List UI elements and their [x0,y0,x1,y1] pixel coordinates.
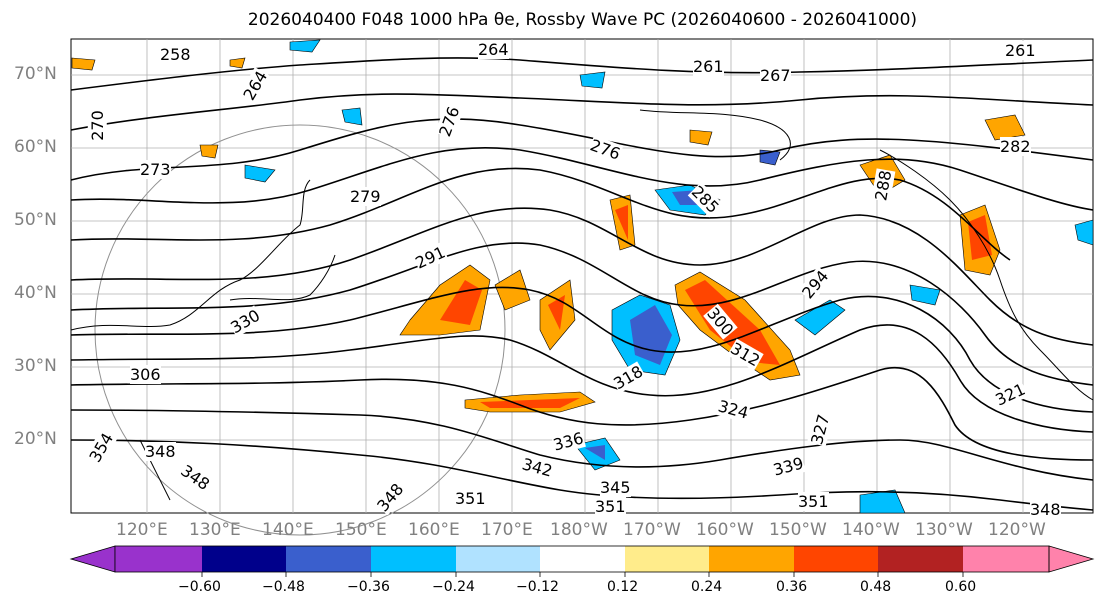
lat-label: 20°N [14,429,57,449]
contour-label: 279 [350,187,381,206]
lon-label: 130°W [915,520,973,540]
contour-label: 261 [693,57,724,76]
lon-label: 120°W [988,520,1046,540]
coastlines [70,109,1094,501]
lon-label: 170°W [623,520,681,540]
colorbar [69,545,1095,577]
contour-label: 348 [1030,500,1061,519]
radius-ring [94,124,506,536]
colorbar-low-extension [69,545,116,573]
lon-label: 120°E [116,520,168,540]
colorbar-tick-label: −0.36 [347,579,390,595]
colorbar-swatch [878,546,963,572]
colorbar-swatch [540,546,625,572]
contour-label: 267 [760,66,791,85]
contour-label: 351 [595,497,626,516]
colorbar-swatch [286,546,371,572]
lon-label: 150°E [335,520,387,540]
contour-label: 351 [455,489,486,508]
colorbar-swatch [963,546,1049,572]
colorbar-tick-label: 0.12 [607,579,639,595]
lon-label: 160°E [408,520,460,540]
lon-label: 180°W [550,520,608,540]
colorbar-tick-label: −0.12 [516,579,559,595]
lon-label: 140°W [842,520,900,540]
lat-label: 30°N [14,356,57,376]
shaded-anomalies [71,39,1094,514]
colorbar-swatch [371,546,456,572]
colorbar-swatch [709,546,794,572]
contour-label: 270 [87,110,107,141]
colorbar-swatch [794,546,878,572]
colorbar-swatch [115,546,202,572]
contour-label: 348 [145,442,176,461]
lon-label: 130°E [189,520,241,540]
colorbar-tick-label: 0.48 [860,579,892,595]
contour-label: 273 [140,160,171,179]
colorbar-swatch [625,546,709,572]
colorbar-high-extension [1048,545,1095,573]
contour-label: 258 [160,45,191,64]
map-panel [70,38,1094,536]
lat-label: 50°N [14,210,57,230]
colorbar-tick-label: −0.24 [432,579,475,595]
lat-label: 60°N [14,137,57,157]
lon-label: 170°E [481,520,533,540]
contour-label: 351 [798,492,829,511]
colorbar-tick-label: −0.60 [178,579,221,595]
map-title: 2026040400 F048 1000 hPa θe, Rossby Wave… [247,10,918,30]
colorbar-swatch [202,546,286,572]
contour-label: 261 [1005,41,1036,60]
colorbar-tick-label: 0.36 [776,579,808,595]
lat-label: 40°N [14,283,57,303]
contour-label: 282 [1000,137,1031,156]
colorbar-tick-label: 0.60 [945,579,977,595]
colorbar-tick-label: 0.24 [691,579,723,595]
lon-label: 160°W [696,520,754,540]
lat-label: 70°N [14,64,57,84]
contour-label: 306 [130,365,161,384]
colorbar-tick-label: −0.48 [262,579,305,595]
contour-label: 264 [478,40,509,59]
colorbar-swatch [456,546,540,572]
lon-label: 150°W [769,520,827,540]
contour-label: 345 [600,478,631,497]
lon-label: 140°E [262,520,314,540]
